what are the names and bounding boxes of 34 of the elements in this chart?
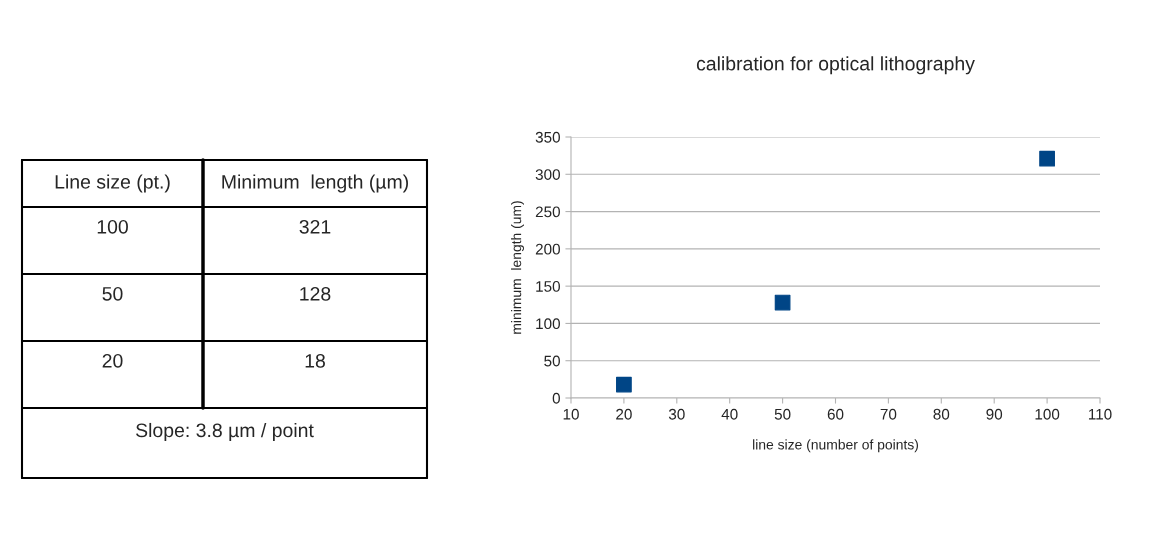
y-tick-label: 50	[544, 355, 560, 367]
x-tick-label: 20	[616, 408, 632, 420]
x-tick-label: 110	[1088, 408, 1112, 420]
y-axis-title: minimum length (um)	[511, 201, 524, 334]
text: Slope: 3.8 µm / point	[136, 422, 314, 442]
text: Line size (pt.)	[55, 174, 170, 193]
point	[616, 376, 632, 393]
point	[774, 294, 791, 311]
text: 321	[299, 219, 331, 234]
x-tick-label: 60	[827, 408, 844, 420]
text: 50	[102, 286, 123, 301]
y-tick-label: 350	[535, 131, 560, 143]
x-tick-label: 100	[1035, 408, 1060, 420]
x-tick-label: 90	[986, 408, 1003, 420]
y-tick-label: 150	[536, 281, 560, 292]
text: 128	[300, 286, 331, 301]
text: 18	[305, 353, 325, 368]
y-tick-label: 250	[535, 206, 560, 218]
y-tick-label: 200	[535, 243, 560, 255]
x-tick-label: 10	[563, 408, 579, 420]
x-tick-label: 70	[880, 408, 897, 420]
y-tick-label: 100	[536, 318, 560, 330]
y-tick-label: 0	[552, 392, 560, 404]
x-tick-label: 50	[774, 408, 791, 420]
text: Minimum length (µm)	[222, 174, 408, 193]
text: 20	[102, 353, 123, 368]
point	[1039, 150, 1055, 167]
x-tick-label: 30	[668, 408, 685, 420]
x-axis-title: line size (number of points)	[753, 439, 919, 453]
x-tick-label: 40	[721, 408, 738, 420]
chart-title: calibration for optical lithography	[696, 56, 975, 75]
text: 100	[97, 219, 128, 234]
x-tick-label: 80	[933, 408, 950, 420]
y-tick-label: 300	[535, 169, 560, 180]
